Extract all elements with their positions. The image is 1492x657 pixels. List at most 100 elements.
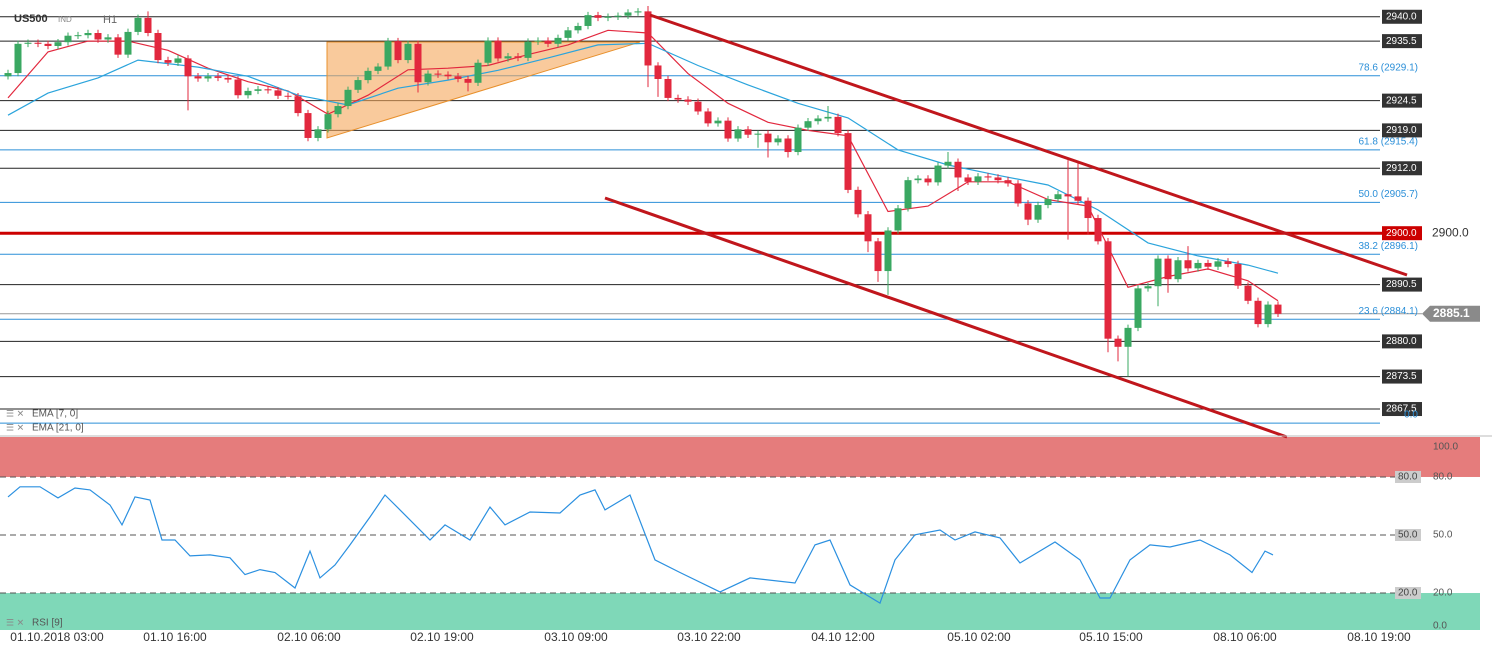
candle-body	[784, 138, 792, 153]
candle-body	[834, 116, 842, 134]
candle-body	[494, 40, 502, 59]
candle-body	[54, 42, 62, 46]
candle-body	[794, 127, 802, 153]
candle-body	[244, 90, 252, 96]
rsi-tick-label: 50.0	[1433, 530, 1453, 541]
candle-body	[1254, 300, 1262, 325]
candle-body	[614, 15, 622, 17]
candle-body	[44, 43, 52, 46]
rsi-tick-label: 80.0	[1433, 472, 1453, 483]
candle-body	[1094, 218, 1102, 242]
candle-body	[354, 80, 362, 90]
candle-body	[1114, 338, 1122, 347]
candle-body	[1194, 262, 1202, 269]
candle-body	[564, 30, 572, 38]
oversold-zone	[0, 593, 1480, 630]
x-tick-label: 03.10 22:00	[677, 630, 741, 644]
x-tick-label: 05.10 15:00	[1079, 630, 1143, 644]
key-level-axis-label: 2900.0	[1432, 225, 1469, 239]
candle-body	[254, 89, 262, 91]
candle-body	[484, 40, 492, 63]
candle-body	[474, 62, 482, 83]
candle-body	[704, 111, 712, 124]
x-tick-label: 03.10 09:00	[544, 630, 608, 644]
candle-body	[964, 177, 972, 182]
level-label: 2890.5	[1386, 279, 1417, 290]
x-tick-label: 04.10 12:00	[811, 630, 875, 644]
candle-body	[384, 41, 392, 67]
level-tag	[1382, 34, 1422, 49]
candle-body	[194, 76, 202, 79]
triangle-pattern	[326, 41, 641, 139]
candle-body	[574, 25, 582, 31]
candle-body	[214, 76, 222, 78]
level-label: 2940.0	[1386, 11, 1417, 22]
level-tag	[1382, 369, 1422, 384]
candle-body	[1054, 194, 1062, 200]
candle-body	[184, 58, 192, 77]
candle-body	[544, 40, 552, 44]
candle-body	[364, 70, 372, 81]
candle-body	[1264, 304, 1272, 325]
candle-body	[1034, 205, 1042, 220]
candle-body	[314, 129, 322, 138]
x-tick-label: 01.10 16:00	[143, 630, 207, 644]
candle-body	[94, 33, 102, 40]
level-tag	[1382, 161, 1422, 176]
candle-body	[994, 177, 1002, 181]
rsi-tick-label: 20.0	[1433, 588, 1453, 599]
rsi-level-tag	[1395, 587, 1421, 600]
candle-body	[814, 118, 822, 122]
candle-body	[554, 37, 562, 44]
fib-label: 78.6 (2929.1)	[1359, 62, 1419, 73]
candle-body	[324, 114, 332, 130]
candle-body	[334, 106, 342, 115]
candle-body	[1224, 261, 1232, 265]
candle-body	[944, 161, 952, 166]
level-tag	[1382, 334, 1422, 349]
fib-label: 23.6 (2884.1)	[1359, 306, 1419, 317]
candle-body	[584, 15, 592, 26]
indicator-legend: EMA [21, 0]	[32, 423, 84, 434]
key-level-label: 2900.0	[1386, 228, 1417, 239]
candle-body	[864, 214, 872, 242]
candle-body	[764, 133, 772, 143]
candle-body	[1074, 196, 1082, 201]
candle-body	[684, 99, 692, 102]
fib-label: 38.2 (2896.1)	[1359, 241, 1419, 252]
candle-body	[4, 73, 12, 77]
candle-body	[444, 74, 452, 77]
level-tag	[1382, 93, 1422, 108]
x-tick-label: 05.10 02:00	[947, 630, 1011, 644]
channel-upper	[649, 13, 1408, 277]
candle-body	[824, 116, 832, 119]
candle-body	[374, 66, 382, 71]
candle-body	[1044, 199, 1052, 206]
candle-body	[204, 76, 212, 79]
candle-body	[284, 95, 292, 97]
candle-body	[24, 42, 32, 44]
level-tag	[1382, 9, 1422, 24]
candle-body	[304, 113, 312, 138]
candle-body	[1184, 260, 1192, 269]
level-label: 2919.0	[1386, 125, 1417, 136]
rsi-level-label: 50.0	[1398, 530, 1418, 541]
last-price-tag	[1422, 305, 1480, 322]
candle-body	[454, 76, 462, 79]
candle-body	[974, 176, 982, 182]
candle-body	[174, 58, 182, 63]
level-label: 2912.0	[1386, 163, 1417, 174]
candle-body	[84, 33, 92, 36]
candle-body	[954, 161, 962, 178]
last-price-label: 2885.1	[1433, 306, 1470, 320]
level-label: 2867.5	[1386, 404, 1417, 415]
candle-body	[934, 165, 942, 183]
candle-body	[894, 208, 902, 231]
rsi-level-tag	[1395, 470, 1421, 483]
timeframe: H1	[103, 14, 117, 26]
candle-body	[734, 129, 742, 139]
rsi-level-label: 80.0	[1398, 472, 1418, 483]
candle-body	[874, 241, 882, 272]
x-tick-label: 08.10 19:00	[1347, 630, 1411, 644]
